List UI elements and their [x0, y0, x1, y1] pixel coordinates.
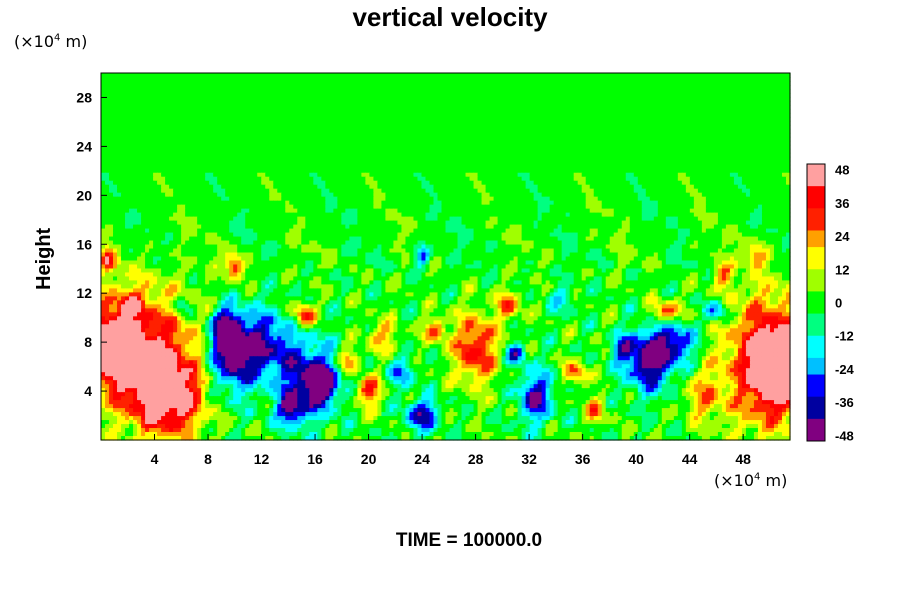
x-tick-label: 36	[575, 451, 591, 467]
x-tick-label: 40	[628, 451, 644, 467]
y-tick-label: 4	[84, 383, 92, 399]
colorbar: 48 36 24 12 0 -12 -24 -36 -48	[806, 163, 855, 443]
plot-frame	[100, 72, 791, 441]
colorbar-tick-label: 36	[835, 196, 849, 211]
colorbar-tick-label: -12	[835, 329, 854, 344]
y-axis-unit: (×104 m)	[14, 32, 88, 51]
y-tick-label: 20	[76, 187, 92, 203]
y-tick-label: 24	[76, 138, 92, 154]
x-tick-label: 24	[414, 451, 430, 467]
colorbar-tick-label: 24	[835, 229, 850, 244]
y-tick-label: 16	[76, 236, 92, 252]
time-label: TIME = 100000.0	[395, 530, 543, 551]
y-tick-label: 28	[76, 89, 92, 105]
plot-area	[100, 72, 791, 441]
x-tick-label: 8	[204, 451, 212, 467]
x-tick-label: 28	[468, 451, 484, 467]
colorbar-frame	[806, 163, 826, 442]
colorbar-tick-label: -48	[835, 428, 854, 443]
x-tick-label: 32	[521, 451, 537, 467]
colorbar-tick-label: 48	[835, 163, 849, 178]
x-axis-ticks: 4 8 12 16 20 24 28 32 36 40 44 48	[151, 434, 751, 467]
x-tick-label: 20	[361, 451, 377, 467]
chart-title: vertical velocity	[352, 2, 548, 32]
x-tick-label: 4	[151, 451, 159, 467]
x-axis-unit: (×104 m)	[714, 471, 788, 490]
colorbar-tick-label: -36	[835, 395, 854, 410]
y-axis-ticks: 4 8 12 16 20 24 28	[76, 89, 107, 399]
y-tick-label: 12	[76, 285, 92, 301]
x-tick-label: 16	[307, 451, 323, 467]
colorbar-tick-label: 12	[835, 262, 849, 277]
x-tick-label: 44	[682, 451, 698, 467]
x-tick-label: 48	[735, 451, 751, 467]
x-tick-label: 12	[254, 451, 270, 467]
colorbar-tick-label: -24	[835, 362, 855, 377]
colorbar-tick-label: 0	[835, 296, 842, 311]
y-tick-label: 8	[84, 334, 92, 350]
